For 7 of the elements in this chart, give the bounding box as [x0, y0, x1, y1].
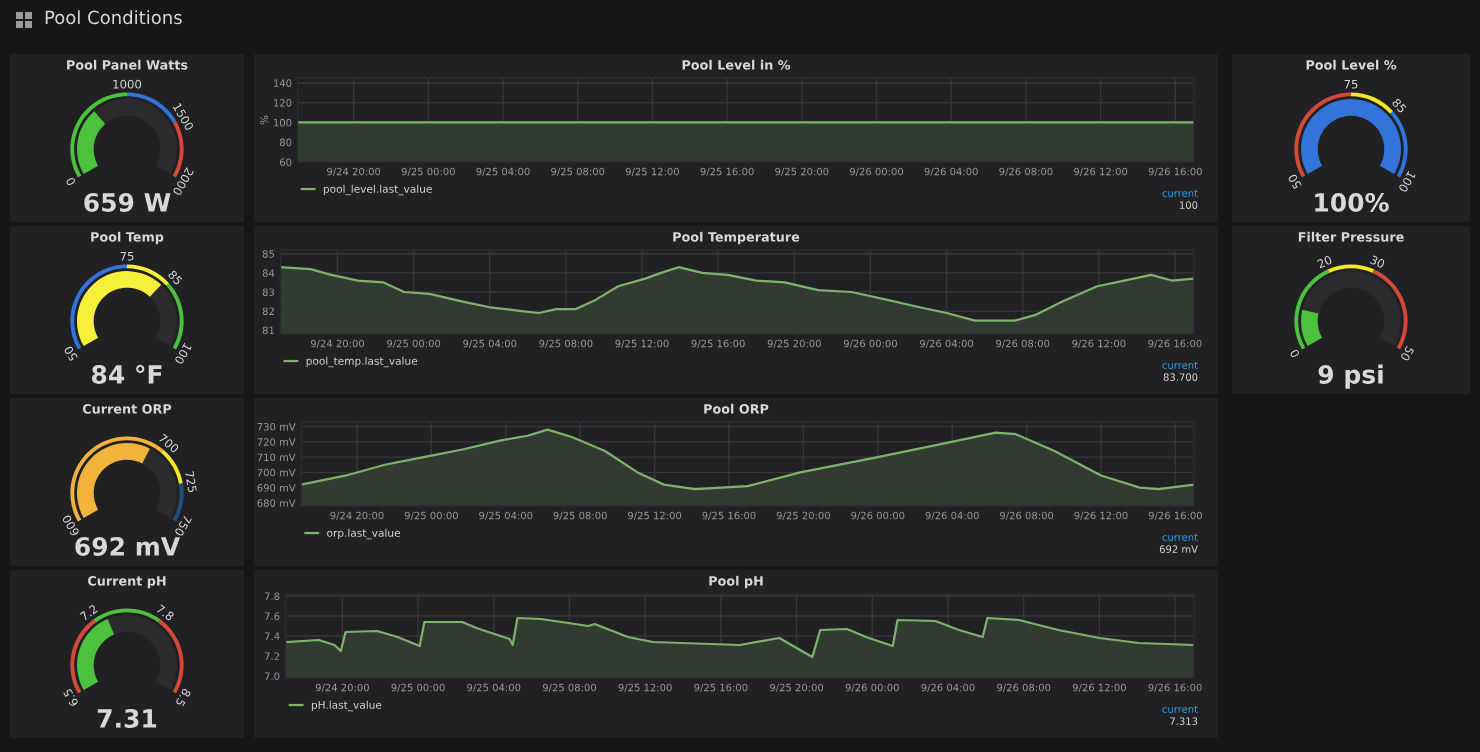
text: 659 W	[84, 193, 171, 212]
text: 7.31	[97, 709, 157, 728]
text: 692 mV	[75, 537, 181, 556]
text: Pool Conditions	[45, 10, 182, 25]
text: 84 °F	[91, 364, 162, 384]
text: 100%	[1315, 193, 1389, 212]
text: 9 psi	[1318, 364, 1383, 389]
